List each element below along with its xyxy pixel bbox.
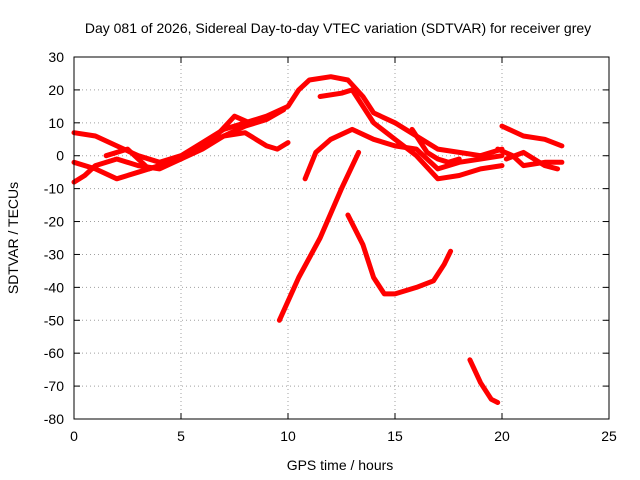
x-tick-label: 15 xyxy=(387,428,403,444)
grid-lines xyxy=(74,57,609,419)
axis-ticks: 0 5 10 15 20 25 -80 -70 -60 -50 -40 -30 -20 -10 0 10 20 3… xyxy=(44,49,617,444)
series-line-s10 xyxy=(503,149,561,172)
series-line-s1 xyxy=(71,74,505,165)
series-line-s13 xyxy=(467,357,501,405)
y-tick-label: 0 xyxy=(56,148,64,164)
y-tick-label: -20 xyxy=(44,214,64,230)
series-line-s9 xyxy=(499,123,565,149)
x-tick-label: 5 xyxy=(177,428,185,444)
y-tick-label: -70 xyxy=(44,378,64,394)
series-line-s11 xyxy=(276,149,362,323)
series-line-s5 xyxy=(302,126,505,182)
series-line-s8 xyxy=(495,146,565,169)
series-line-s7 xyxy=(409,126,462,165)
y-tick-label: 20 xyxy=(48,82,64,98)
plot-frame xyxy=(73,56,610,420)
x-tick-label: 20 xyxy=(494,428,510,444)
y-tick-label: -60 xyxy=(44,345,64,361)
y-tick-label: -40 xyxy=(44,279,64,295)
series-line-s12 xyxy=(345,212,454,297)
y-tick-label: -30 xyxy=(44,246,64,262)
y-tick-label: 10 xyxy=(48,115,64,131)
y-tick-label: -50 xyxy=(44,312,64,328)
y-axis-title: SDTVAR / TECUs xyxy=(5,182,21,294)
y-tick-label: -10 xyxy=(44,181,64,197)
chart-title: Day 081 of 2026, Sidereal Day-to-day VTE… xyxy=(85,20,591,36)
series-line-s4 xyxy=(103,113,252,172)
x-axis-title: GPS time / hours xyxy=(287,457,394,473)
x-tick-label: 25 xyxy=(601,428,617,444)
x-tick-label: 10 xyxy=(280,428,296,444)
x-tick-label: 0 xyxy=(70,428,78,444)
data-series-group xyxy=(71,74,565,405)
y-tick-label: 30 xyxy=(48,49,64,65)
y-tick-label: -80 xyxy=(44,411,64,427)
series-line-s6 xyxy=(317,87,505,182)
